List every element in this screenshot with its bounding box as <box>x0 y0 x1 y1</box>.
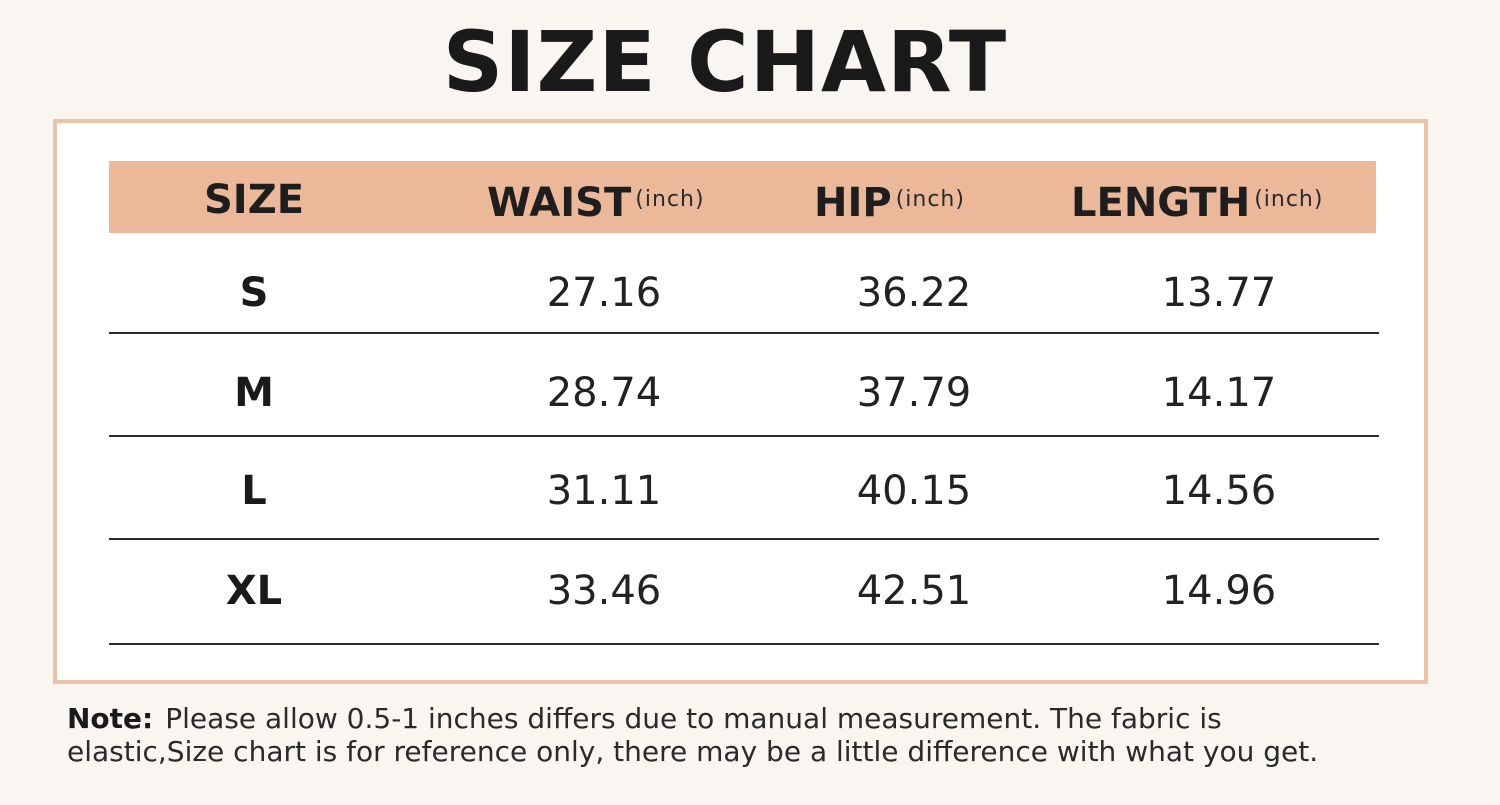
note-line-2: elastic,Size chart is for reference only… <box>67 735 1319 768</box>
header-size: SIZE <box>204 161 304 233</box>
cell-length: 14.17 <box>1161 370 1277 416</box>
header-hip: HIP (inch) <box>814 161 965 233</box>
cell-hip: 40.15 <box>856 468 972 514</box>
header-waist-unit: (inch) <box>635 187 705 212</box>
table-row: M 28.74 37.79 14.17 <box>109 343 1379 443</box>
header-hip-label: HIP <box>814 180 892 226</box>
cell-hip: 37.79 <box>856 370 972 416</box>
header-waist-label: WAIST <box>487 180 632 226</box>
note-label: Note: <box>67 702 154 735</box>
table-header: SIZE WAIST (inch) HIP (inch) LENGTH (inch) <box>109 161 1376 233</box>
page-title: SIZE CHART <box>442 13 1008 111</box>
row-divider <box>109 538 1379 540</box>
note-line-1: Note: Please allow 0.5-1 inches differs d… <box>67 702 1467 735</box>
cell-waist: 33.46 <box>546 568 662 614</box>
cell-waist: 28.74 <box>546 370 662 416</box>
cell-waist: 31.11 <box>546 468 662 514</box>
cell-size: S <box>239 270 269 316</box>
size-chart-frame: SIZE WAIST (inch) HIP (inch) LENGTH (inch) … <box>53 119 1428 684</box>
cell-size: M <box>234 370 274 416</box>
header-waist: WAIST (inch) <box>487 161 705 233</box>
note-line-1-text: Please allow 0.5-1 inches differs due to… <box>165 702 1222 735</box>
cell-size: XL <box>225 568 283 614</box>
header-length: LENGTH (inch) <box>1071 161 1323 233</box>
header-hip-unit: (inch) <box>895 187 965 212</box>
cell-length: 13.77 <box>1161 270 1277 316</box>
cell-waist: 27.16 <box>546 270 662 316</box>
header-length-unit: (inch) <box>1254 187 1324 212</box>
row-divider <box>109 332 1379 334</box>
table-row: S 27.16 36.22 13.77 <box>109 243 1379 343</box>
cell-hip: 36.22 <box>856 270 972 316</box>
header-size-label: SIZE <box>204 177 305 223</box>
row-divider <box>109 435 1379 437</box>
table-row: XL 33.46 42.51 14.96 <box>109 541 1379 641</box>
cell-hip: 42.51 <box>856 568 972 614</box>
note-text: Note: Please allow 0.5-1 inches differs d… <box>67 702 1467 768</box>
cell-size: L <box>241 468 267 514</box>
cell-length: 14.56 <box>1161 468 1277 514</box>
header-length-label: LENGTH <box>1071 180 1251 226</box>
row-divider <box>109 643 1379 645</box>
table-row: L 31.11 40.15 14.56 <box>109 441 1379 541</box>
cell-length: 14.96 <box>1161 568 1277 614</box>
